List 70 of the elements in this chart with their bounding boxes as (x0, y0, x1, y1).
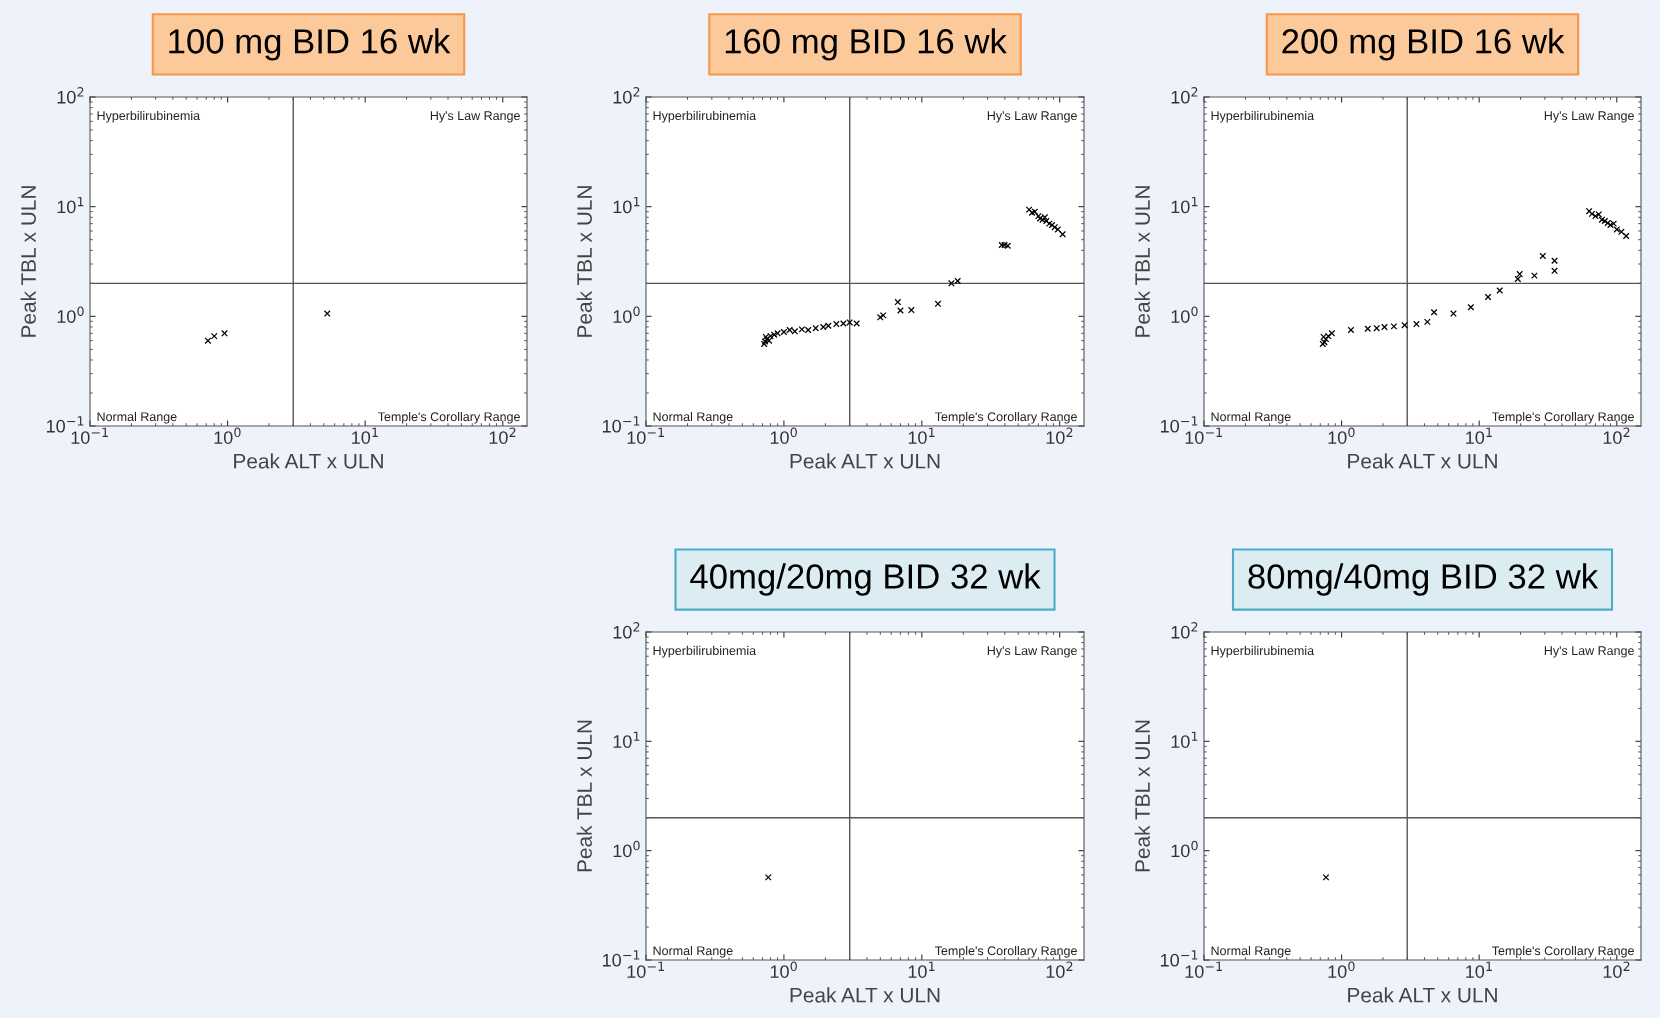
y-tick-label: 10$^{1}$ (1171, 196, 1198, 214)
annotation: Temple's Corollary Range (1492, 411, 1634, 424)
x-tick-label: 10$^{1}$ (908, 961, 935, 978)
x-tick-label: 10$^{1}$ (352, 427, 378, 444)
annotation: Hy's Law Range (987, 111, 1077, 123)
y-tick-label: 10$^{0}$ (1171, 306, 1198, 323)
annotation: Hyperbilirubinemia (653, 645, 757, 658)
x-tick-label: 10$^{−1}$ (1185, 427, 1222, 444)
annotation: Normal Range (653, 411, 733, 424)
y-tick-label: 10$^{0}$ (1171, 840, 1198, 858)
chart-title: 100 mg BID 16 wk (169, 28, 451, 61)
annotation: Normal Range (97, 411, 177, 424)
x-tick-label: 10$^{−1}$ (627, 427, 664, 444)
y-tick-label: 10$^{0}$ (57, 306, 84, 323)
x-axis-title: Peak ALT x ULN (1348, 987, 1497, 1003)
y-tick-label: 10$^{1}$ (613, 196, 640, 214)
y-axis-title: Peak TBL x ULN (1134, 186, 1150, 337)
chart-title: 200 mg BID 16 wk (1282, 28, 1565, 61)
annotation: Hyperbilirubinemia (1211, 110, 1315, 123)
annotation: Hy's Law Range (430, 111, 520, 123)
x-tick-label: 10$^{1}$ (1466, 427, 1492, 444)
x-tick-label: 10$^{2}$ (1046, 961, 1073, 978)
annotation: Temple's Corollary Range (935, 411, 1077, 424)
x-axis-title: Peak ALT x ULN (234, 453, 383, 469)
x-tick-label: 10$^{0}$ (770, 427, 797, 444)
chart-title: 40mg/20mg BID 32 wk (690, 563, 1041, 596)
y-tick-label: 10$^{1}$ (1171, 731, 1198, 748)
annotation: Hy's Law Range (1544, 646, 1634, 658)
chart-title: 80mg/40mg BID 32 wk (1248, 563, 1599, 596)
y-tick-label: 10$^{2}$ (613, 87, 640, 104)
annotation: Normal Range (1211, 411, 1291, 424)
x-tick-label: 10$^{0}$ (1328, 427, 1355, 444)
x-tick-label: 10$^{2}$ (1603, 427, 1630, 444)
y-tick-label: 10$^{0}$ (613, 306, 640, 323)
y-axis-title: Peak TBL x ULN (1134, 720, 1150, 872)
annotation: Hyperbilirubinemia (1211, 645, 1315, 658)
x-tick-label: 10$^{0}$ (214, 427, 241, 444)
y-axis-title: Peak TBL x ULN (576, 186, 592, 337)
y-tick-label: 10$^{2}$ (613, 622, 640, 639)
annotation: Hyperbilirubinemia (97, 110, 201, 123)
x-tick-label: 10$^{0}$ (770, 961, 797, 978)
y-axis-title: Peak TBL x ULN (576, 720, 592, 872)
annotation: Normal Range (1211, 945, 1291, 958)
x-tick-label: 10$^{−1}$ (627, 961, 664, 978)
y-tick-label: 10$^{1}$ (57, 196, 84, 214)
annotation: Temple's Corollary Range (378, 411, 520, 424)
x-tick-label: 10$^{2}$ (1603, 961, 1630, 978)
annotation: Hy's Law Range (1544, 111, 1634, 123)
x-axis-title: Peak ALT x ULN (790, 453, 940, 469)
x-tick-label: 10$^{2}$ (489, 427, 516, 444)
y-tick-label: 10$^{2}$ (1171, 87, 1198, 104)
y-tick-label: 10$^{2}$ (1171, 622, 1198, 639)
y-tick-label: 10$^{1}$ (613, 731, 640, 748)
annotation: Temple's Corollary Range (1492, 945, 1634, 958)
x-tick-label: 10$^{1}$ (1466, 961, 1492, 978)
y-axis-title: Peak TBL x ULN (20, 186, 36, 337)
annotation: Hyperbilirubinemia (653, 110, 757, 123)
x-axis-title: Peak ALT x ULN (1348, 453, 1497, 469)
chart-title: 160 mg BID 16 wk (725, 28, 1007, 61)
y-tick-label: 10$^{2}$ (57, 87, 84, 104)
x-axis-title: Peak ALT x ULN (790, 987, 940, 1003)
x-tick-label: 10$^{−1}$ (1185, 961, 1222, 978)
x-tick-label: 10$^{−1}$ (71, 427, 108, 444)
x-tick-label: 10$^{0}$ (1328, 961, 1355, 978)
y-tick-label: 10$^{0}$ (613, 840, 640, 858)
annotation: Hy's Law Range (987, 646, 1077, 658)
x-tick-label: 10$^{2}$ (1046, 427, 1073, 444)
x-tick-label: 10$^{1}$ (908, 427, 935, 444)
annotation: Normal Range (653, 945, 733, 958)
annotation: Temple's Corollary Range (935, 945, 1077, 958)
